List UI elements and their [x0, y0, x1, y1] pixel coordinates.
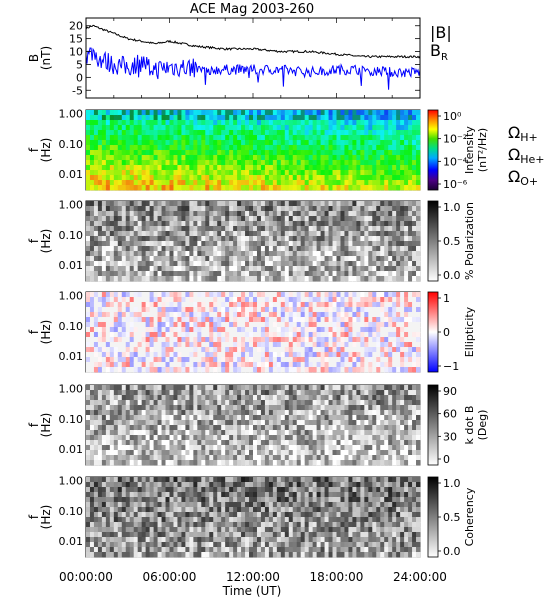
y-tick-label: 0.01 [59, 443, 84, 456]
colorbar-tick: 10⁰ [443, 110, 462, 123]
y-tick-label: 0.10 [59, 505, 84, 518]
y-axis-label: f [27, 422, 41, 427]
x-axis-label: Time (UT) [222, 584, 282, 598]
gyro-label-o: ΩO+ [508, 167, 538, 188]
colorbar-coherency [427, 476, 439, 558]
colorbar-tick: 0.5 [443, 511, 461, 524]
panels: |B|BR-505101520B(nT)10⁰10⁻²10⁻⁴10⁻⁶Inten… [27, 17, 545, 558]
x-tick-label: 00:00:00 [59, 570, 113, 584]
y-tick-label: 1.00 [59, 474, 84, 487]
y-tick-label: 10 [69, 46, 83, 59]
panel-intensity: 10⁰ 10⁻² 10⁻⁴ 10⁻⁶ Intensity (nT²/Hz) ΩH+ΩHe+Ω… [27, 107, 545, 191]
colorbar-kdotb [427, 384, 439, 466]
y-axis-unit: (nT) [39, 46, 53, 70]
gyro-label-he: ΩHe+ [508, 145, 545, 166]
y-tick-label: 5 [76, 58, 83, 71]
y-tick-label: 15 [69, 33, 83, 46]
colorbar-tick: 90 [443, 385, 457, 398]
ellipticity-spectrogram [86, 292, 421, 373]
colorbar-unit: (nT²/Hz) [476, 128, 489, 172]
colorbar-tick: −1 [443, 360, 459, 373]
legend-b-r: BR [430, 41, 448, 63]
y-axis-label: f [27, 147, 41, 152]
colorbar-tick: 1 [443, 292, 450, 305]
gyro-label-h: ΩH+ [508, 123, 538, 144]
coherency-spectrogram [86, 477, 421, 558]
colorbar-label: % Polarization [463, 202, 476, 280]
polarization-spectrogram [86, 201, 421, 282]
colorbar-tick: 0 [443, 326, 450, 339]
colorbar-tick: 1.0 [443, 477, 461, 490]
y-tick-label: 0.01 [59, 168, 84, 181]
y-axis-label: B [27, 54, 41, 62]
colorbar-tick: 0 [443, 453, 450, 466]
colorbar-ellipticity [427, 291, 439, 373]
y-tick-label: 0.01 [59, 259, 84, 272]
y-tick-label: 0 [76, 71, 83, 84]
kdotb-spectrogram [86, 385, 421, 466]
y-axis-label: f [27, 329, 41, 334]
y-tick-label: -5 [72, 84, 83, 97]
legend: |B|BR [430, 23, 452, 63]
colorbar-unit: (Deg) [476, 410, 489, 441]
x-tick-label: 12:00:00 [226, 570, 280, 584]
series-line-b-total [85, 24, 421, 59]
y-tick-label: 0.01 [59, 350, 84, 363]
y-tick-label: 0.10 [59, 138, 84, 151]
colorbar-tick: 10⁻⁴ [443, 155, 468, 168]
y-tick-label: 0.01 [59, 535, 84, 548]
x-tick-label: 18:00:00 [310, 570, 364, 584]
legend-b-total: |B| [430, 23, 452, 42]
y-tick-label: 1.00 [59, 107, 84, 120]
colorbar-polarization [427, 200, 439, 282]
intensity-spectrogram [86, 110, 421, 191]
colorbar-tick: 30 [443, 430, 457, 443]
colorbar-tick: 0.5 [443, 235, 461, 248]
y-axis-unit: (Hz) [39, 229, 53, 254]
colorbar-tick: 0.0 [443, 269, 461, 282]
colorbar-tick: 60 [443, 408, 457, 421]
y-tick-label: 0.10 [59, 320, 84, 333]
colorbar-intensity [427, 109, 439, 191]
y-tick-label: 1.00 [59, 198, 84, 211]
colorbar-tick: 1.0 [443, 201, 461, 214]
colorbar-label: Intensity [463, 126, 476, 174]
colorbar-tick: 0.0 [443, 545, 461, 558]
y-tick-label: 20 [69, 20, 83, 33]
y-tick-label: 1.00 [59, 289, 84, 302]
chart-title: ACE Mag 2003-260 [190, 2, 314, 17]
colorbar-label: Ellipticity [463, 306, 476, 357]
colorbar-tick: 10⁻⁶ [443, 178, 468, 191]
colorbar-tick: 10⁻² [443, 133, 467, 146]
colorbar-label: Coherency [463, 487, 476, 546]
y-axis-label: f [27, 238, 41, 243]
y-axis-unit: (Hz) [39, 505, 53, 530]
x-tick-label: 24:00:00 [393, 570, 447, 584]
x-axis: Time (UT) 00:00:00 06:00:00 12:00:00 18:00:… [59, 570, 447, 598]
series-line-b-r [85, 47, 421, 90]
y-tick-label: 0.10 [59, 413, 84, 426]
y-tick-label: 1.00 [59, 382, 84, 395]
y-tick-label: 0.10 [59, 229, 84, 242]
y-axis-unit: (Hz) [39, 413, 53, 438]
colorbar-label: k dot B [463, 406, 476, 445]
y-axis-label: f [27, 514, 41, 519]
y-axis-unit: (Hz) [39, 320, 53, 345]
x-tick-label: 06:00:00 [143, 570, 197, 584]
y-axis-unit: (Hz) [39, 138, 53, 163]
